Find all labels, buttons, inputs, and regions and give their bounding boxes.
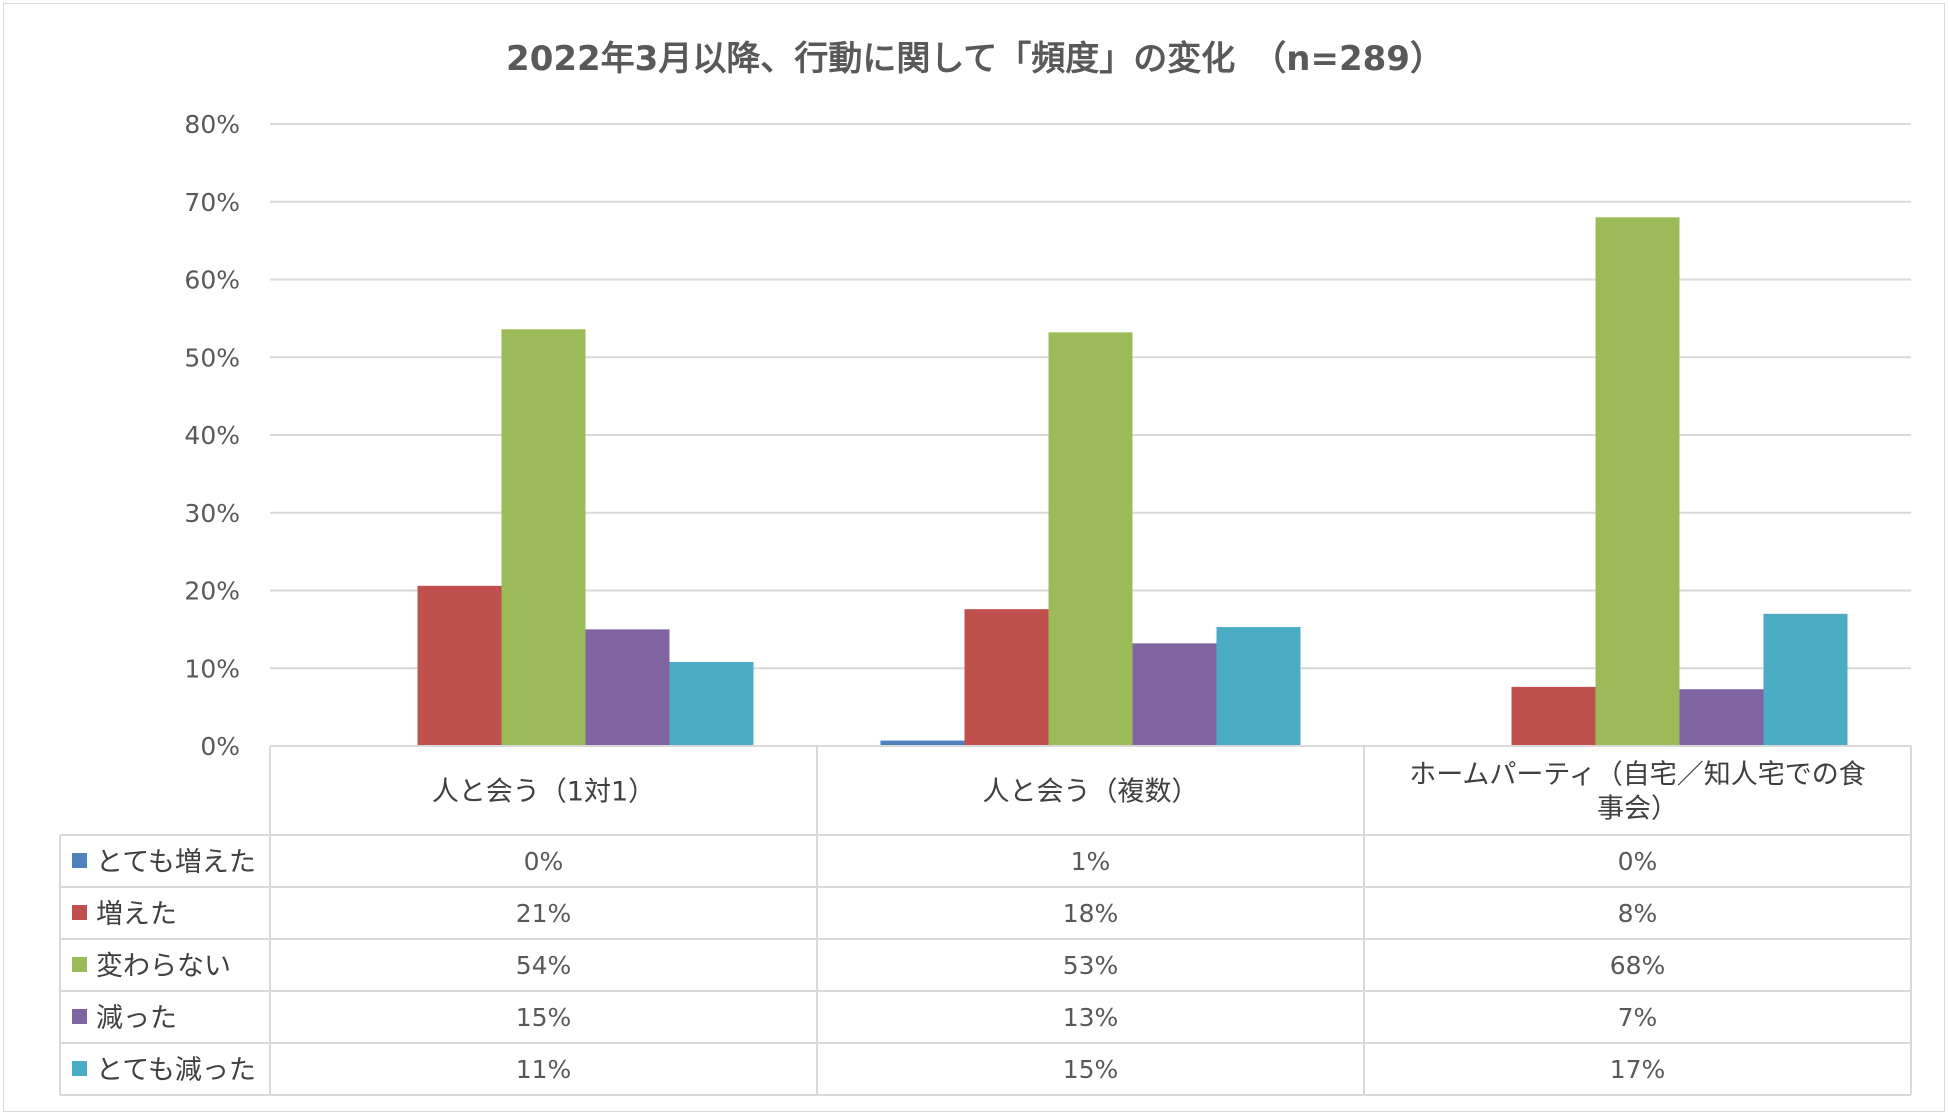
bar [1511, 686, 1596, 746]
legend-swatch [72, 957, 87, 972]
legend-series-name: 増えた [96, 899, 177, 930]
data-label: 1% [1071, 847, 1111, 876]
category-label: ホームパーティ（自宅／知人宅での食 [1409, 760, 1866, 791]
data-label: 15% [1063, 1055, 1119, 1084]
y-axis-ticks: 0% 10% 20% 30% 40% 50% 60% 70% 80% [184, 110, 240, 761]
data-label: 18% [1063, 899, 1119, 928]
bar [1216, 627, 1301, 746]
legend-swatch [72, 853, 87, 868]
data-label: 21% [516, 899, 572, 928]
legend-swatch [72, 1061, 87, 1076]
y-tick-label: 30% [184, 499, 240, 528]
data-label: 11% [516, 1055, 572, 1084]
data-label: 0% [524, 847, 564, 876]
legend-swatch [72, 905, 87, 920]
bar [585, 629, 670, 746]
y-tick-label: 20% [184, 577, 240, 606]
bar [1595, 217, 1680, 747]
bar [669, 662, 754, 746]
category-label: 人と会う（複数） [983, 777, 1199, 808]
y-tick-label: 40% [184, 421, 240, 450]
y-tick-label: 0% [200, 732, 240, 761]
legend-series-name: とても減った [96, 1055, 256, 1086]
chart-frame [3, 3, 1945, 1112]
bar [1132, 643, 1217, 746]
data-label: 15% [516, 1003, 572, 1032]
bar [1048, 332, 1133, 746]
legend-series-name: とても増えた [96, 847, 256, 878]
y-tick-label: 80% [184, 110, 240, 139]
bars [417, 217, 1848, 747]
chart-title: 2022年3月以降、行動に関して「頻度」の変化 （n=289） [506, 39, 1444, 79]
y-tick-label: 50% [184, 343, 240, 372]
bar [417, 585, 502, 746]
bar [964, 609, 1049, 746]
data-label: 68% [1610, 951, 1666, 980]
y-tick-label: 60% [184, 266, 240, 295]
y-tick-label: 10% [184, 654, 240, 683]
data-label: 7% [1618, 1003, 1658, 1032]
data-label: 8% [1618, 899, 1658, 928]
legend-series-name: 変わらない [96, 951, 231, 982]
category-label: 事会） [1597, 794, 1678, 825]
bar [501, 329, 586, 746]
legend-series-name: 減った [96, 1003, 177, 1034]
data-label: 54% [516, 951, 572, 980]
category-label: 人と会う（1対1） [432, 777, 655, 808]
bar [1679, 689, 1764, 746]
data-label: 0% [1618, 847, 1658, 876]
data-label: 13% [1063, 1003, 1119, 1032]
legend-swatch [72, 1009, 87, 1024]
bar [1763, 613, 1848, 746]
data-label: 17% [1610, 1055, 1666, 1084]
y-tick-label: 70% [184, 188, 240, 217]
data-label: 53% [1063, 951, 1119, 980]
bar [880, 740, 965, 746]
